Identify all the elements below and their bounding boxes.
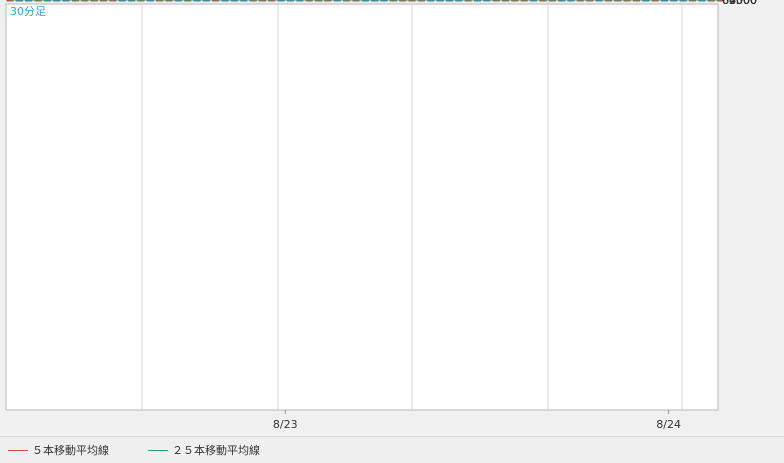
legend-swatch-ma5 (8, 449, 28, 451)
y-tick-label: 66000 (722, 0, 757, 7)
y-tick-label: 65500 (722, 0, 757, 7)
x-tick-label: 8/23 (273, 418, 298, 431)
legend-swatch-ma25 (148, 449, 168, 451)
legend-label-ma5: ５本移動平均線 (32, 444, 109, 457)
plot-area (5, 3, 719, 411)
y-tick-label: 65000 (722, 0, 757, 7)
y-tick-label: 64500 (722, 0, 757, 7)
legend-item-ma25: ２５本移動平均線 (148, 442, 260, 458)
y-tick-label: 67000 (722, 0, 757, 7)
legend: ５本移動平均線 ２５本移動平均線 (0, 436, 784, 463)
legend-label-ma25: ２５本移動平均線 (172, 444, 260, 457)
x-tick-label: 8/24 (656, 418, 681, 431)
legend-item-ma5: ５本移動平均線 (8, 442, 109, 458)
grid (6, 0, 718, 410)
timeframe-label: 30分足 (10, 5, 46, 18)
y-tick-label: 66500 (722, 0, 757, 7)
x-axis: 8/23 8/24 (273, 410, 681, 431)
